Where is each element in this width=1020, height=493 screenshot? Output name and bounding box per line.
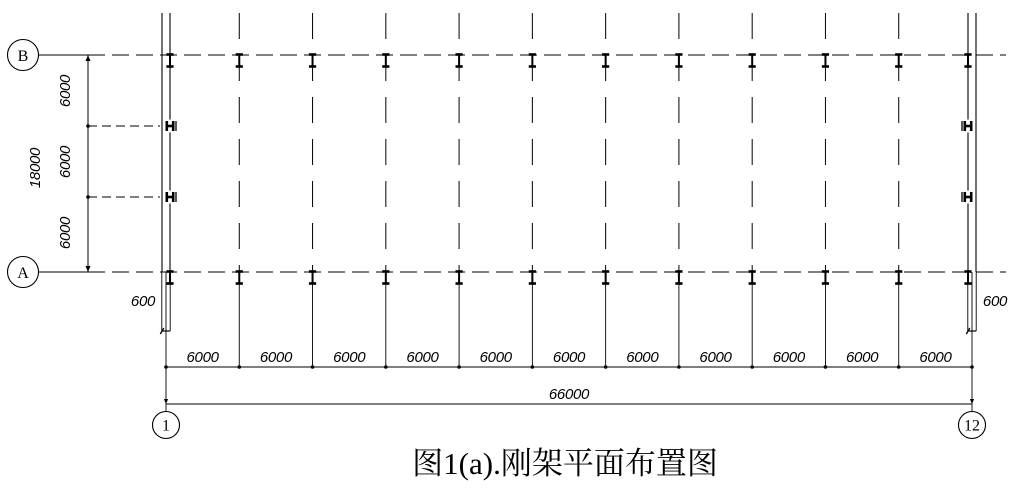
svg-text:A: A [17,265,29,282]
svg-text:6000: 6000 [333,349,366,366]
svg-text:600: 600 [983,293,1008,310]
svg-text:6000: 6000 [260,349,293,366]
svg-text:6000: 6000 [480,349,513,366]
svg-text:6000: 6000 [699,349,732,366]
svg-text:6000: 6000 [553,349,586,366]
svg-text:12: 12 [964,418,980,435]
svg-text:6000: 6000 [846,349,879,366]
svg-text:6000: 6000 [57,216,74,249]
svg-text:1: 1 [162,418,170,435]
svg-text:66000: 66000 [549,386,590,403]
svg-text:6000: 6000 [57,74,74,107]
svg-text:6000: 6000 [919,349,952,366]
svg-text:B: B [18,48,29,65]
svg-text:6000: 6000 [57,145,74,178]
svg-text:6000: 6000 [406,349,439,366]
svg-text:600: 600 [131,293,156,310]
svg-text:6000: 6000 [773,349,806,366]
svg-text:6000: 6000 [626,349,659,366]
svg-text:6000: 6000 [187,349,220,366]
svg-text:图1(a).刚架平面布置图: 图1(a).刚架平面布置图 [412,446,718,481]
svg-text:18000: 18000 [27,147,44,188]
